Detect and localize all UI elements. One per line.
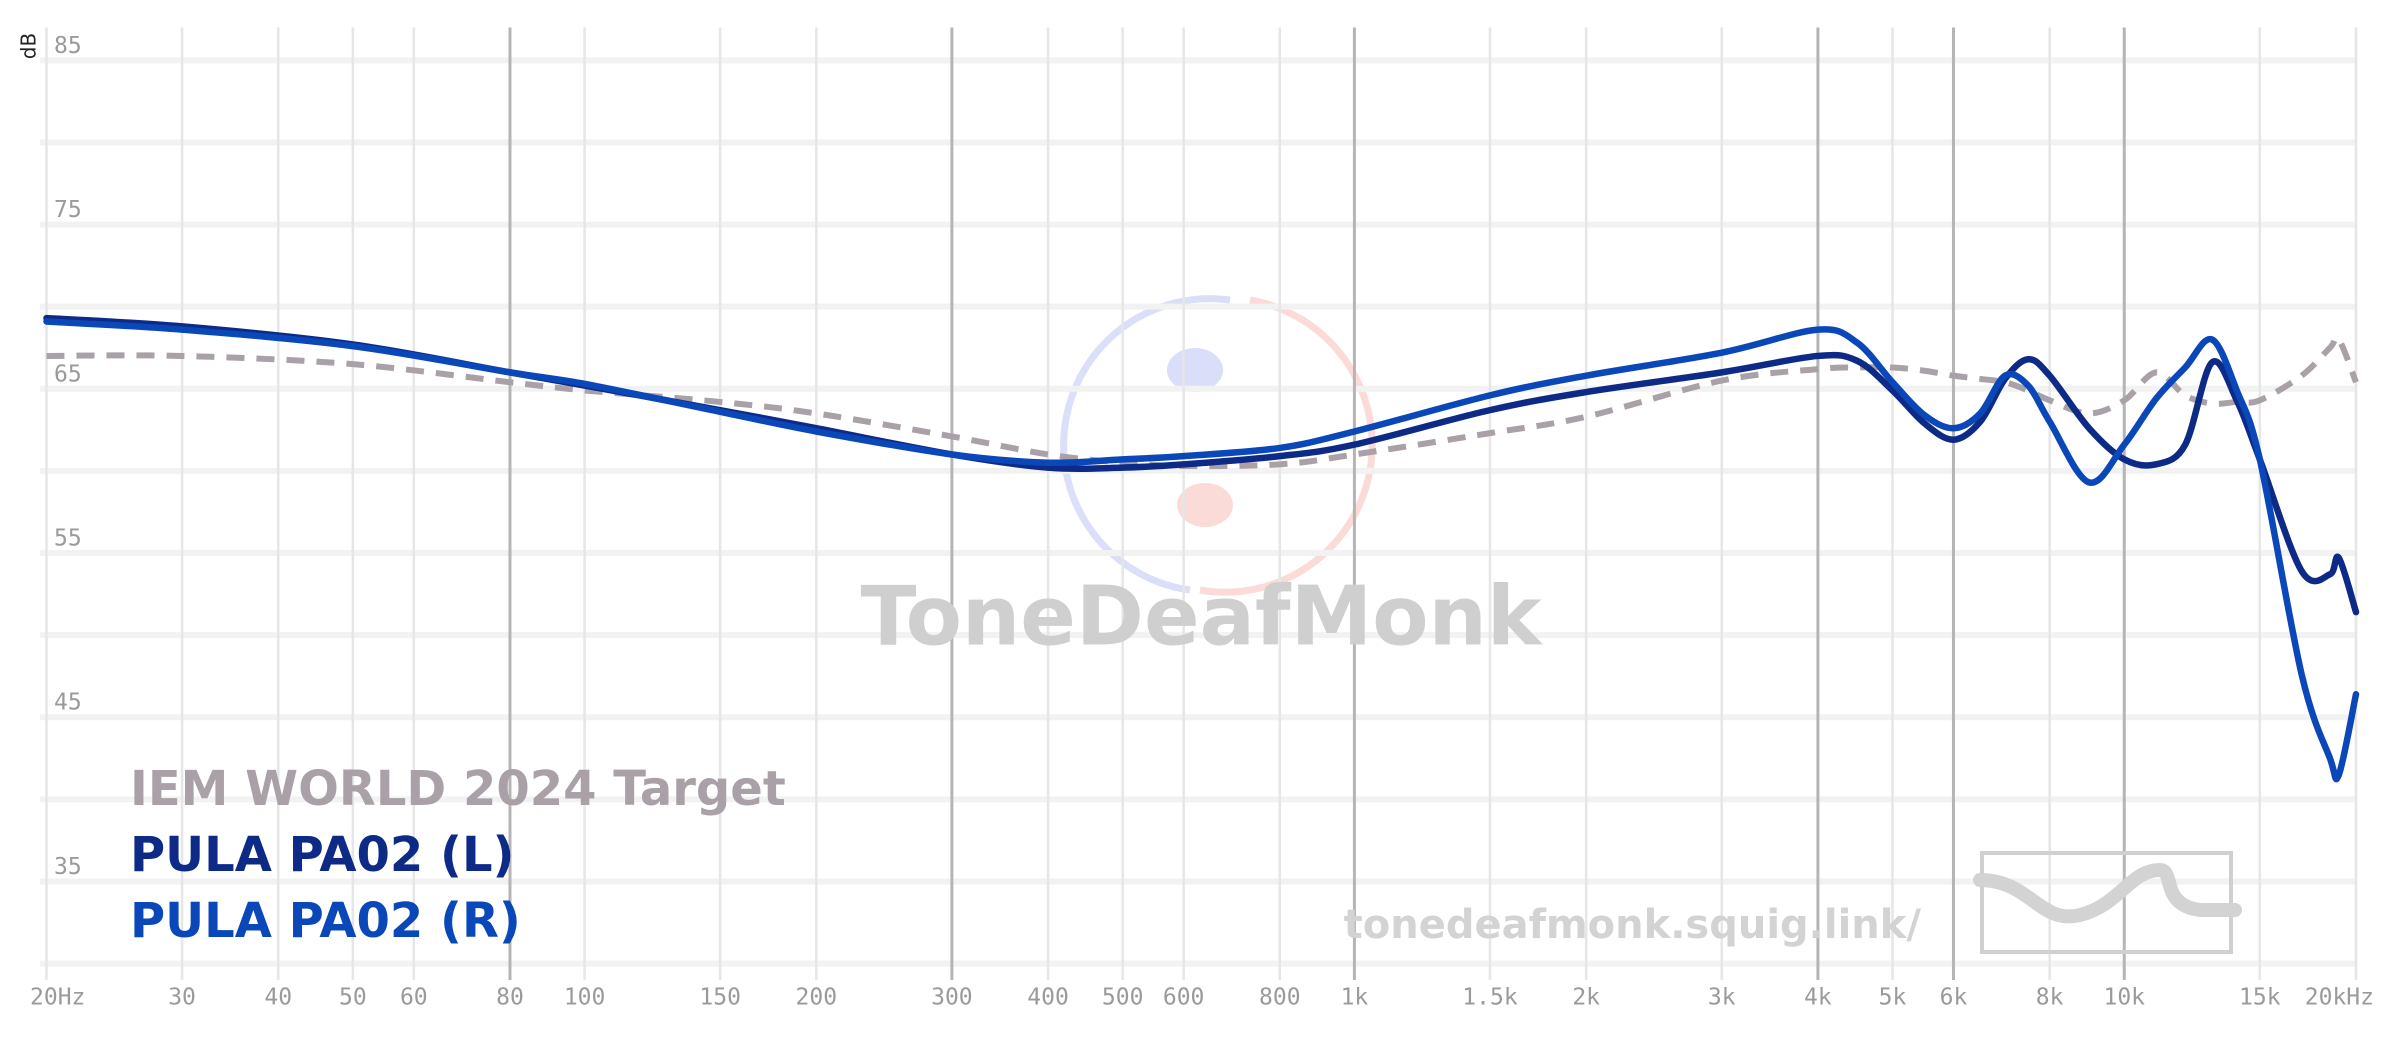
x-tick-label: 80 [496, 985, 524, 1011]
x-tick-label: 600 [1163, 985, 1205, 1011]
x-tick-label: 15k [2239, 985, 2281, 1011]
x-tick-label: 20Hz [30, 985, 85, 1011]
y-tick-label: 55 [54, 526, 82, 552]
series-line [43, 318, 2360, 783]
x-tick-label: 800 [1259, 985, 1301, 1011]
y-tick-label: 85 [54, 33, 82, 59]
y-tick-label: 75 [54, 197, 82, 223]
x-tick-label: 1.5k [1462, 985, 1518, 1011]
y-tick-label: 45 [54, 690, 82, 716]
x-tick-label: 50 [339, 985, 367, 1011]
x-tick-label: 8k [2036, 985, 2064, 1011]
x-tick-label: 10k [2103, 985, 2145, 1011]
x-tick-label: 200 [796, 985, 838, 1011]
x-tick-label: 400 [1027, 985, 1069, 1011]
source-url: tonedeafmonk.squig.link/ [1344, 902, 1922, 948]
legend-label: PULA PA02 (R) [130, 893, 521, 949]
legend-label: IEM WORLD 2024 Target [130, 761, 786, 817]
x-tick-label: 20kHz [2305, 985, 2374, 1011]
x-tick-label: 3k [1708, 985, 1736, 1011]
y-tick-label: 65 [54, 361, 82, 387]
watermark: ToneDeafMonk [861, 569, 1544, 664]
x-tick-label: 6k [1940, 985, 1968, 1011]
x-tick-label: 30 [168, 985, 196, 1011]
y-tick-label: 35 [54, 854, 82, 880]
x-tick-label: 40 [264, 985, 292, 1011]
x-tick-label: 500 [1102, 985, 1144, 1011]
x-tick-label: 100 [564, 985, 606, 1011]
x-tick-label: 300 [931, 985, 973, 1011]
source-logo [1973, 851, 2242, 954]
y-axis-label: dB [17, 33, 41, 59]
legend-label: PULA PA02 (L) [130, 827, 515, 883]
x-tick-label: 150 [699, 985, 741, 1011]
x-tick-label: 1k [1341, 985, 1369, 1011]
x-tick-label: 60 [400, 985, 428, 1011]
watermark-logo [1060, 295, 1376, 596]
x-tick-label: 5k [1879, 985, 1907, 1011]
x-tick-label: 4k [1804, 985, 1832, 1011]
x-tick-label: 2k [1572, 985, 1600, 1011]
